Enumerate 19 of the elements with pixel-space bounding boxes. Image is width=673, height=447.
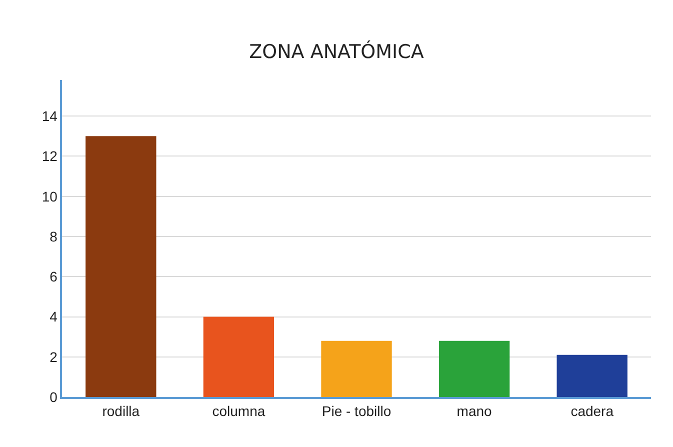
y-tick-label: 14 — [42, 108, 58, 124]
chart-title: ZONA ANATÓMICA — [249, 40, 424, 63]
x-tick-label: rodilla — [102, 402, 140, 419]
y-tick-label: 12 — [42, 148, 58, 164]
bar — [203, 316, 274, 397]
bar — [86, 136, 156, 397]
y-tick-label: 2 — [50, 348, 58, 365]
x-tick-label: Pie - tobillo — [322, 402, 392, 419]
bar — [556, 354, 628, 397]
y-tick-label: 0 — [50, 388, 58, 405]
x-tick-label: cadera — [570, 402, 614, 419]
y-tick-label: 8 — [50, 228, 58, 244]
y-tick-label: 10 — [42, 188, 58, 204]
x-tick-label: mano — [456, 402, 492, 419]
y-tick-label: 6 — [50, 268, 58, 285]
x-tick-label: columna — [212, 402, 266, 419]
bar — [438, 340, 510, 397]
bar — [321, 340, 392, 397]
y-tick-label: 4 — [50, 308, 58, 325]
